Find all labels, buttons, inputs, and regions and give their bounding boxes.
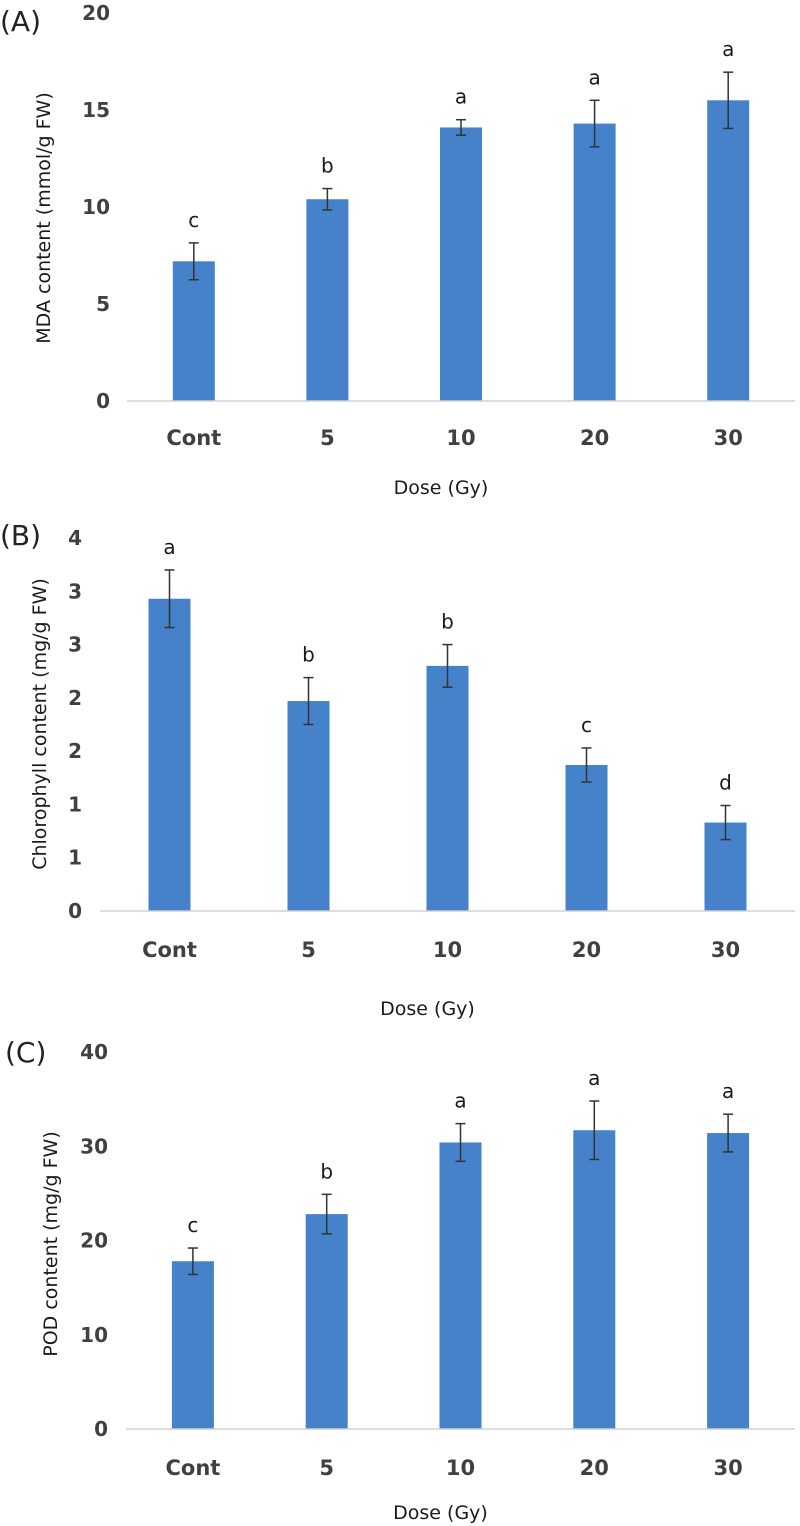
panel-3-ytick-label: 0: [94, 1417, 108, 1441]
panel-2-ytick-label: 1: [68, 846, 82, 870]
panel-1-bar: [172, 261, 215, 401]
panel-3-significance-label: a: [454, 1089, 466, 1113]
panel-1-ytick-label: 20: [82, 1, 110, 25]
panel-3-significance-label: b: [320, 1159, 333, 1183]
panel-2-significance-label: b: [441, 610, 454, 634]
panel-2-ytick-label: 3: [68, 579, 82, 603]
panel-3-bar: [707, 1133, 750, 1429]
panel-1-label: (A): [0, 5, 41, 38]
panel-2-xtick-label: 20: [572, 938, 601, 962]
panel-3-xtick-label: 20: [580, 1456, 609, 1480]
panel-1-bar: [440, 127, 482, 402]
panel-2-bar: [287, 701, 330, 911]
panel-3-significance-label: a: [588, 1066, 600, 1090]
panel-1-xtick-label: 20: [580, 426, 609, 450]
panel-3-bar: [573, 1130, 616, 1429]
panel-1-ytick-label: 10: [82, 195, 110, 219]
panel-3-ytick-label: 30: [80, 1134, 108, 1158]
panel-2-ytick-label: 4: [68, 526, 82, 550]
panel-2-significance-label: d: [719, 770, 732, 794]
panel-2-ytick-label: 2: [68, 686, 82, 710]
panel-3-x-axis-title: Dose (Gy): [393, 1502, 488, 1524]
panel-2-bar: [565, 764, 608, 911]
panel-2-xtick-label: Cont: [142, 938, 197, 962]
panel-1-significance-label: a: [588, 65, 600, 89]
panel-3-xtick-label: Cont: [165, 1456, 220, 1480]
panel-1-xtick-label: Cont: [166, 426, 221, 450]
panel-1-x-axis-title: Dose (Gy): [394, 477, 489, 499]
panel-1-xtick-label: 5: [320, 426, 335, 450]
panel-2-ytick-label: 1: [68, 792, 82, 816]
panel-2-bar: [426, 665, 469, 911]
panel-3-xtick-label: 5: [319, 1456, 334, 1480]
panel-2-ytick-label: 0: [68, 899, 82, 923]
panel-3-bar: [171, 1261, 214, 1429]
panel-2-label: (B): [0, 519, 41, 552]
panel-1-ytick-label: 15: [82, 98, 110, 122]
panel-3-y-axis-title: POD content (mg/g FW): [40, 1131, 62, 1356]
panel-1-ytick-label: 5: [96, 292, 110, 316]
panel-2-ytick-label: 2: [68, 739, 82, 763]
panel-1-ytick-label: 0: [96, 389, 110, 413]
panel-3-ytick-label: 20: [80, 1229, 108, 1253]
panel-2-xtick-label: 5: [301, 938, 316, 962]
panel-2-bar: [148, 598, 191, 911]
panel-3-bar: [305, 1214, 348, 1429]
panel-3-bar: [439, 1142, 482, 1429]
panel-2-significance-label: c: [581, 713, 592, 737]
panel-3-label: (C): [5, 1036, 46, 1069]
panel-2-significance-label: b: [302, 643, 315, 667]
panel-1-bar: [573, 123, 616, 401]
panel-3-ytick-label: 10: [80, 1323, 108, 1347]
panel-3-xtick-label: 10: [446, 1456, 475, 1480]
panel-3-significance-label: a: [722, 1079, 734, 1103]
panel-2-xtick-label: 30: [711, 938, 740, 962]
panel-3-significance-label: c: [187, 1213, 198, 1237]
panel-3-xtick-label: 30: [713, 1456, 742, 1480]
panel-2-significance-label: a: [163, 535, 175, 559]
panel-3-ytick-label: 40: [80, 1040, 108, 1064]
panel-1-significance-label: b: [321, 154, 334, 178]
panel-1-xtick-label: 30: [714, 426, 743, 450]
panel-1-y-axis-title: MDA content (mmol/g FW): [33, 92, 55, 343]
panel-2-xtick-label: 10: [433, 938, 462, 962]
panel-2-x-axis-title: Dose (Gy): [380, 998, 475, 1020]
panel-2-ytick-label: 3: [68, 633, 82, 657]
panel-1-significance-label: a: [455, 85, 467, 109]
panel-1-significance-label: a: [722, 37, 734, 61]
panel-1-bar: [707, 100, 750, 402]
panel-2-y-axis-title: Chlorophyll content (mg/g FW): [29, 578, 51, 870]
panel-1-significance-label: c: [188, 208, 199, 232]
panel-1-xtick-label: 10: [446, 426, 475, 450]
panel-1-bar: [306, 199, 349, 401]
